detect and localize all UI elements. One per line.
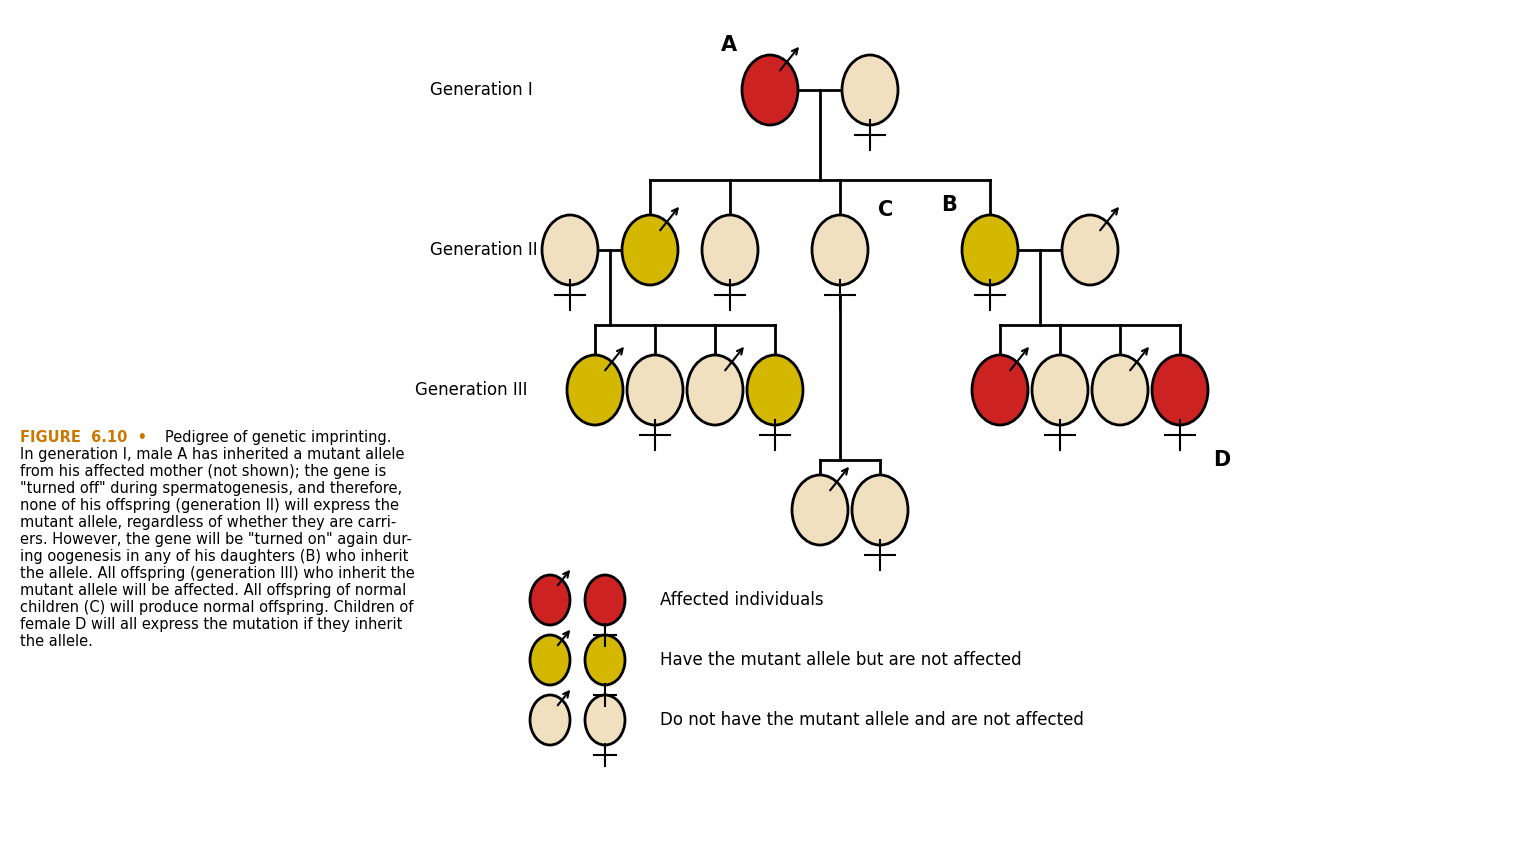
Ellipse shape xyxy=(972,355,1029,425)
Ellipse shape xyxy=(702,215,757,285)
Ellipse shape xyxy=(852,475,908,545)
Text: "turned off" during spermatogenesis, and therefore,: "turned off" during spermatogenesis, and… xyxy=(20,481,402,496)
Ellipse shape xyxy=(627,355,684,425)
Text: none of his offspring (generation II) will express the: none of his offspring (generation II) wi… xyxy=(20,498,399,513)
Text: mutant allele will be affected. All offspring of normal: mutant allele will be affected. All offs… xyxy=(20,583,406,598)
Ellipse shape xyxy=(747,355,803,425)
Text: the allele.: the allele. xyxy=(20,634,94,649)
Text: ing oogenesis in any of his daughters (B) who inherit: ing oogenesis in any of his daughters (B… xyxy=(20,549,408,564)
Ellipse shape xyxy=(1091,355,1148,425)
Text: B: B xyxy=(941,195,957,215)
Ellipse shape xyxy=(622,215,678,285)
Ellipse shape xyxy=(586,575,625,625)
Text: from his affected mother (not shown); the gene is: from his affected mother (not shown); th… xyxy=(20,464,386,479)
Text: C: C xyxy=(878,200,894,220)
Text: mutant allele, regardless of whether they are carri-: mutant allele, regardless of whether the… xyxy=(20,515,396,530)
Text: children (C) will produce normal offspring. Children of: children (C) will produce normal offspri… xyxy=(20,600,414,615)
Text: Generation III: Generation III xyxy=(415,381,527,399)
Ellipse shape xyxy=(793,475,848,545)
Ellipse shape xyxy=(530,575,570,625)
Ellipse shape xyxy=(530,635,570,685)
Text: Generation I: Generation I xyxy=(429,81,533,99)
Text: A: A xyxy=(721,35,737,55)
Ellipse shape xyxy=(1151,355,1208,425)
Text: female D will all express the mutation if they inherit: female D will all express the mutation i… xyxy=(20,617,402,632)
Ellipse shape xyxy=(530,695,570,745)
Ellipse shape xyxy=(543,215,598,285)
Ellipse shape xyxy=(1032,355,1088,425)
Text: Generation II: Generation II xyxy=(429,241,538,259)
Ellipse shape xyxy=(687,355,744,425)
Ellipse shape xyxy=(586,695,625,745)
Text: D: D xyxy=(1213,450,1231,470)
Text: the allele. All offspring (generation III) who inherit the: the allele. All offspring (generation II… xyxy=(20,566,415,581)
Text: Do not have the mutant allele and are not affected: Do not have the mutant allele and are no… xyxy=(661,711,1084,729)
Text: FIGURE  6.10  •: FIGURE 6.10 • xyxy=(20,430,147,445)
Ellipse shape xyxy=(963,215,1018,285)
Text: Have the mutant allele but are not affected: Have the mutant allele but are not affec… xyxy=(661,651,1021,669)
Text: ers. However, the gene will be "turned on" again dur-: ers. However, the gene will be "turned o… xyxy=(20,532,412,547)
Text: Affected individuals: Affected individuals xyxy=(661,591,823,609)
Ellipse shape xyxy=(586,635,625,685)
Ellipse shape xyxy=(742,55,799,125)
Ellipse shape xyxy=(842,55,898,125)
Ellipse shape xyxy=(812,215,868,285)
Ellipse shape xyxy=(567,355,622,425)
Text: In generation I, male A has inherited a mutant allele: In generation I, male A has inherited a … xyxy=(20,447,405,462)
Text: Pedigree of genetic imprinting.: Pedigree of genetic imprinting. xyxy=(166,430,391,445)
Ellipse shape xyxy=(1062,215,1118,285)
